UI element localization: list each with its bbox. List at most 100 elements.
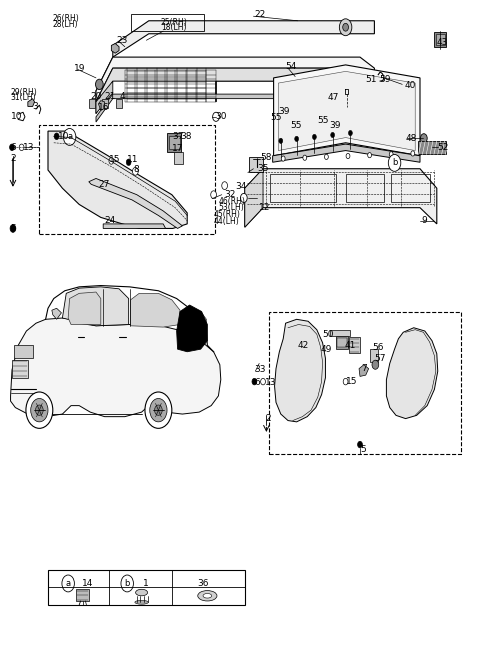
Text: 17: 17 — [172, 144, 183, 153]
Text: 58: 58 — [261, 153, 272, 162]
Polygon shape — [111, 43, 119, 53]
Text: 50: 50 — [323, 330, 334, 339]
Polygon shape — [28, 99, 35, 106]
Text: 7: 7 — [361, 364, 367, 373]
Text: 57: 57 — [374, 354, 386, 363]
Polygon shape — [48, 131, 187, 228]
Circle shape — [26, 392, 53, 428]
Text: 39: 39 — [278, 107, 290, 116]
Bar — [418, 141, 446, 154]
Circle shape — [240, 193, 247, 202]
Text: 2: 2 — [11, 154, 16, 163]
Text: 33: 33 — [254, 365, 266, 374]
Polygon shape — [96, 94, 374, 122]
Bar — [12, 360, 28, 378]
Text: 36: 36 — [198, 579, 209, 588]
Text: 5: 5 — [11, 224, 16, 233]
Circle shape — [261, 378, 265, 385]
Circle shape — [63, 129, 76, 145]
Text: 1: 1 — [143, 579, 149, 588]
Bar — [48, 570, 245, 605]
Circle shape — [10, 225, 16, 232]
Ellipse shape — [198, 591, 217, 601]
Bar — [14, 345, 33, 358]
Text: 55: 55 — [317, 116, 328, 125]
Text: 46(RH): 46(RH) — [218, 197, 245, 206]
Text: 2: 2 — [265, 414, 271, 423]
Text: 24: 24 — [105, 216, 116, 225]
Text: 47: 47 — [327, 93, 339, 103]
Circle shape — [346, 153, 350, 158]
Bar — [391, 174, 430, 202]
Bar — [337, 338, 347, 347]
Polygon shape — [245, 169, 437, 227]
Polygon shape — [131, 293, 180, 327]
Circle shape — [222, 182, 228, 190]
Text: 10: 10 — [11, 112, 22, 121]
Circle shape — [420, 134, 427, 143]
Text: 56: 56 — [372, 343, 384, 352]
Polygon shape — [216, 70, 374, 102]
Circle shape — [211, 191, 216, 199]
Text: 34: 34 — [235, 182, 247, 191]
Circle shape — [213, 112, 219, 121]
Circle shape — [303, 155, 307, 160]
Text: 3: 3 — [33, 102, 38, 111]
Bar — [330, 330, 350, 336]
Circle shape — [19, 144, 24, 151]
Text: 44(LH): 44(LH) — [214, 217, 240, 226]
Circle shape — [368, 153, 372, 158]
Text: 43: 43 — [437, 38, 448, 47]
Text: 31(LH): 31(LH) — [11, 93, 36, 103]
Polygon shape — [273, 144, 420, 162]
Text: 5: 5 — [360, 445, 366, 454]
Text: 55: 55 — [290, 121, 302, 130]
Bar — [270, 174, 336, 202]
Circle shape — [343, 378, 348, 385]
Circle shape — [31, 398, 48, 422]
Circle shape — [252, 378, 257, 385]
Text: 53(LH): 53(LH) — [218, 203, 244, 212]
Circle shape — [96, 79, 103, 90]
Text: 15: 15 — [109, 154, 121, 164]
Text: 28(LH): 28(LH) — [53, 19, 78, 29]
Polygon shape — [245, 169, 263, 227]
Circle shape — [62, 575, 74, 592]
Circle shape — [388, 154, 401, 171]
Bar — [174, 152, 183, 164]
Text: 22: 22 — [254, 10, 265, 19]
Polygon shape — [96, 68, 360, 114]
Circle shape — [126, 159, 131, 165]
Text: b: b — [392, 158, 397, 167]
Text: 6: 6 — [254, 378, 260, 387]
Text: 23: 23 — [117, 36, 128, 45]
Text: 14: 14 — [82, 579, 93, 588]
Polygon shape — [68, 292, 101, 324]
Text: 59: 59 — [379, 75, 391, 84]
Text: 35: 35 — [257, 164, 269, 173]
Bar — [434, 32, 446, 47]
Bar — [39, 125, 215, 234]
Bar — [436, 34, 445, 45]
Bar — [131, 14, 204, 31]
Text: 19: 19 — [74, 64, 86, 73]
Polygon shape — [181, 308, 206, 332]
Ellipse shape — [203, 593, 212, 598]
Text: 13: 13 — [265, 378, 276, 387]
Bar — [167, 133, 181, 152]
Bar — [249, 157, 263, 172]
Text: 13: 13 — [23, 143, 35, 152]
Text: 10: 10 — [58, 132, 69, 141]
Circle shape — [155, 405, 162, 415]
Polygon shape — [359, 365, 369, 376]
Text: 49: 49 — [321, 345, 332, 354]
Circle shape — [372, 360, 379, 369]
Text: 30: 30 — [215, 112, 227, 121]
Ellipse shape — [135, 600, 148, 604]
Circle shape — [132, 167, 138, 175]
Circle shape — [150, 398, 167, 422]
Text: 20: 20 — [90, 92, 102, 101]
Text: 26(RH): 26(RH) — [53, 14, 80, 23]
Polygon shape — [89, 178, 182, 228]
Text: 32: 32 — [225, 190, 236, 199]
